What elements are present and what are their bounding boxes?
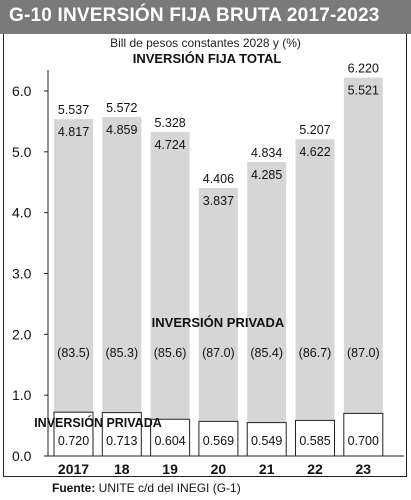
lower-bar (198, 420, 239, 457)
lower-bar (53, 411, 94, 457)
y-tick-label: 2.0 (12, 326, 32, 342)
total-bar (102, 117, 142, 456)
private-value-label: 4.859 (106, 123, 137, 137)
private-share-label: (85.4) (250, 346, 283, 360)
private-value-label: 5.521 (348, 84, 379, 98)
y-tick-label: 5.0 (12, 144, 32, 160)
x-tick-label: 22 (307, 461, 323, 477)
lower-value-label: 0.700 (348, 434, 379, 448)
private-value-label: 4.817 (58, 125, 89, 139)
total-value-label: 4.406 (203, 172, 234, 186)
private-share-label: (85.6) (154, 346, 187, 360)
lower-bar (101, 412, 142, 457)
lower-bar (246, 422, 287, 457)
total-bar (343, 77, 383, 456)
x-tick-label: 23 (356, 461, 372, 477)
private-share-label: (85.3) (105, 346, 138, 360)
lower-value-label: 0.720 (58, 434, 89, 448)
lower-value-label: 0.549 (251, 434, 282, 448)
x-tick-label: 21 (259, 461, 275, 477)
source-label: Fuente: (52, 481, 96, 495)
chart-subtitle: Bill de pesos constantes 2028 y (%) (110, 36, 301, 50)
total-value-label: 6.220 (348, 62, 379, 76)
private-share-label: (83.5) (57, 346, 90, 360)
chart-title: G-10 INVERSIÓN FIJA BRUTA 2017-2023 (9, 5, 380, 26)
lower-value-label: 0.569 (203, 434, 234, 448)
lower-value-label: 0.604 (154, 434, 185, 448)
total-value-label: 5.328 (154, 116, 185, 130)
x-tick-label: 2017 (58, 461, 89, 477)
total-value-label: 4.834 (251, 146, 282, 160)
private-value-label: 4.285 (251, 168, 282, 182)
lower-value-label: 0.713 (106, 434, 137, 448)
private-value-label: 4.622 (299, 145, 330, 159)
y-tick-label: 1.0 (12, 387, 32, 403)
x-tick-label: 19 (162, 461, 178, 477)
total-bar (54, 119, 93, 456)
x-tick-label: 20 (211, 461, 227, 477)
y-tick-label: 4.0 (12, 205, 32, 221)
chart-frame (3, 34, 407, 477)
x-tick-label: 18 (114, 461, 130, 477)
private-series-label: INVERSIÓN PRIVADA (152, 315, 285, 330)
total-value-label: 5.207 (299, 123, 330, 137)
source-note: Fuente: UNITE c/d del INEGI (G-1) (52, 481, 241, 495)
total-bar (295, 139, 335, 456)
total-bar (150, 131, 190, 456)
title-bar: G-10 INVERSIÓN FIJA BRUTA 2017-2023 (0, 0, 411, 34)
total-series-label: INVERSIÓN FIJA TOTAL (133, 51, 282, 66)
lower-value-label: 0.585 (299, 434, 330, 448)
lower-bar (343, 412, 384, 457)
lower-bar (150, 418, 191, 457)
y-tick-label: 0.0 (12, 448, 32, 464)
private-value-label: 3.837 (203, 194, 234, 208)
private-share-label: (86.7) (299, 346, 332, 360)
total-value-label: 5.572 (106, 101, 137, 115)
private-share-label: (87.0) (202, 346, 235, 360)
y-tick-label: 3.0 (12, 266, 32, 282)
private-share-label: (87.0) (347, 346, 380, 360)
lower-bar (295, 419, 335, 457)
total-bar (247, 161, 287, 456)
private-value-label: 4.724 (154, 138, 185, 152)
total-value-label: 5.537 (58, 103, 89, 117)
y-tick-label: 6.0 (12, 83, 32, 99)
source-text: UNITE c/d del INEGI (G-1) (95, 481, 241, 495)
total-bar (198, 187, 238, 457)
lower-series-label: INVERSIÓN PRIVADA (34, 415, 162, 430)
